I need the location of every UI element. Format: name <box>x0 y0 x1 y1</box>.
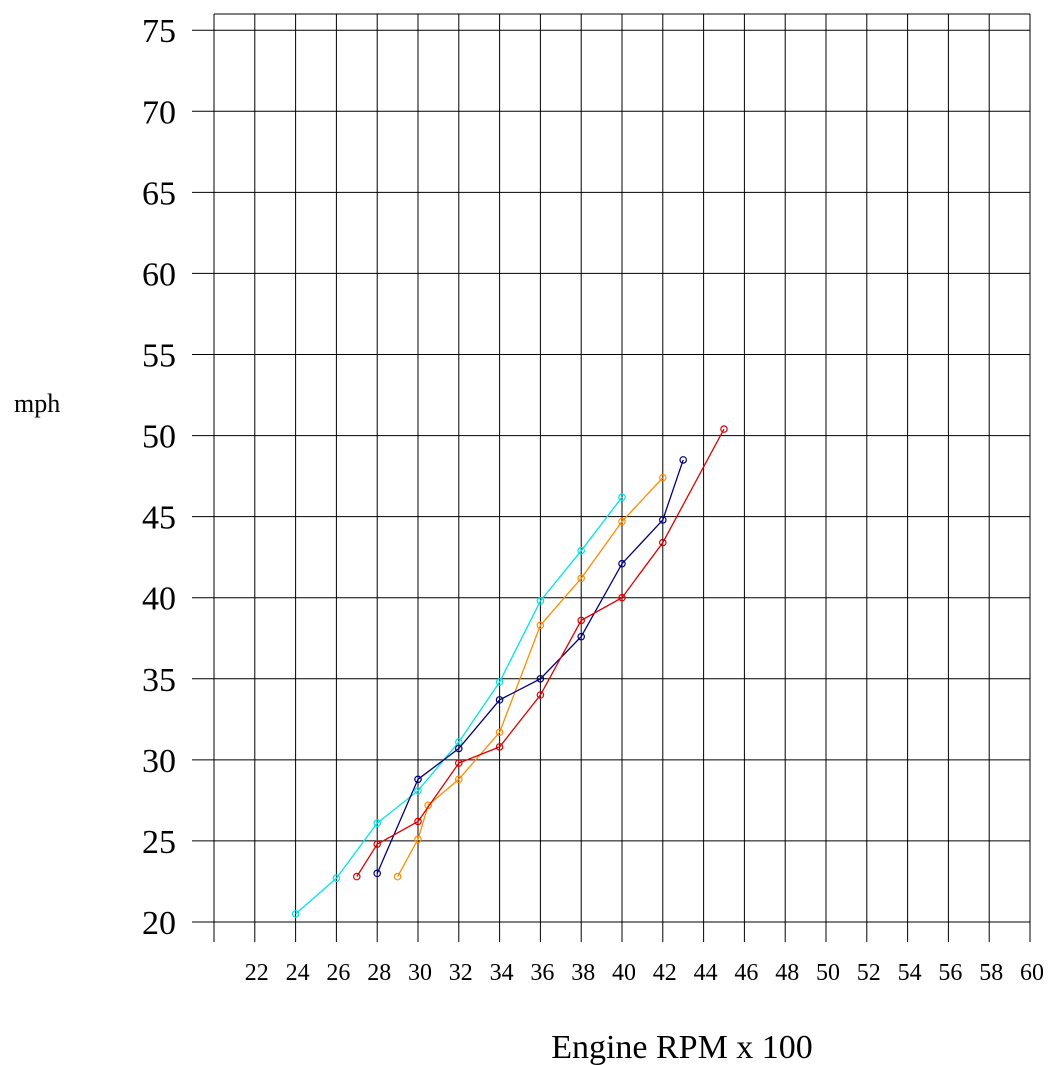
y-tick-label: 55 <box>142 338 176 375</box>
data-point <box>414 835 422 844</box>
x-tick-label: 46 <box>734 960 758 986</box>
data-point <box>414 775 422 784</box>
data-point <box>536 691 545 699</box>
y-tick-label: 50 <box>142 419 176 456</box>
series-4 <box>352 425 728 881</box>
x-tick-label: 22 <box>245 960 269 986</box>
x-tick-label: 38 <box>571 960 595 986</box>
data-point <box>618 559 626 568</box>
data-point <box>454 744 463 753</box>
grid <box>192 13 1031 942</box>
y-tick-label: 35 <box>142 662 176 699</box>
series-group <box>291 425 728 918</box>
data-point <box>658 538 667 547</box>
data-point <box>291 910 300 918</box>
x-tick-label: 54 <box>898 960 922 986</box>
data-point <box>577 546 586 555</box>
data-point <box>424 801 433 810</box>
x-axis: 22 24 26 28 30 32 34 36 38 40 42 44 46 48 50 52 54 56 58 60 <box>245 960 1044 986</box>
data-point <box>332 874 341 883</box>
y-tick-label: 75 <box>142 13 176 50</box>
data-point <box>414 817 422 826</box>
data-point <box>536 674 545 683</box>
series-line <box>295 496 623 915</box>
data-point <box>577 616 586 625</box>
data-point <box>618 493 626 501</box>
data-point <box>414 786 422 795</box>
data-point <box>495 728 504 737</box>
data-point <box>393 872 402 881</box>
x-tick-label: 60 <box>1020 960 1044 986</box>
data-point <box>454 775 463 784</box>
x-tick-label: 48 <box>775 960 799 986</box>
x-tick-label: 34 <box>490 960 514 986</box>
x-tick-label: 24 <box>286 960 310 986</box>
y-axis: 20 25 30 35 40 45 50 55 60 65 70 75 <box>142 13 176 942</box>
data-point <box>373 819 382 827</box>
data-point <box>658 516 667 524</box>
series-2 <box>393 473 667 881</box>
data-point <box>536 597 545 605</box>
x-tick-label: 36 <box>530 960 554 986</box>
series-3 <box>373 456 688 878</box>
series-1 <box>291 493 626 918</box>
x-tick-label: 50 <box>816 960 840 986</box>
data-point <box>536 621 545 630</box>
x-tick-label: 28 <box>367 960 391 986</box>
x-axis-label: Engine RPM x 100 <box>551 1029 813 1065</box>
data-point <box>658 473 667 482</box>
data-point <box>352 872 361 881</box>
x-tick-label: 52 <box>857 960 881 986</box>
y-tick-label: 60 <box>142 256 176 293</box>
y-tick-label: 45 <box>142 500 176 537</box>
x-tick-label: 26 <box>326 960 350 986</box>
data-point <box>495 743 504 751</box>
data-point <box>577 574 586 583</box>
x-tick-label: 44 <box>694 960 718 986</box>
data-point <box>618 517 626 526</box>
data-point <box>495 678 504 686</box>
data-point <box>495 696 504 704</box>
data-point <box>373 840 382 848</box>
series-line <box>376 459 684 874</box>
series-line <box>356 428 725 877</box>
series-line <box>397 477 664 877</box>
data-point <box>454 759 463 767</box>
data-point <box>577 632 586 641</box>
y-tick-label: 30 <box>142 743 176 780</box>
x-tick-label: 32 <box>449 960 473 986</box>
x-tick-label: 40 <box>612 960 636 986</box>
data-point <box>373 869 382 878</box>
y-tick-label: 65 <box>142 175 176 212</box>
x-tick-label: 58 <box>979 960 1003 986</box>
data-point <box>618 593 626 602</box>
y-tick-label: 25 <box>142 824 176 861</box>
data-point <box>679 456 688 464</box>
y-tick-label: 70 <box>142 94 176 131</box>
x-tick-label: 30 <box>408 960 432 986</box>
data-point <box>720 425 728 433</box>
x-tick-label: 42 <box>653 960 677 986</box>
y-tick-label: 20 <box>142 905 176 942</box>
y-tick-label: 40 <box>142 581 176 618</box>
x-tick-label: 56 <box>938 960 962 986</box>
y-axis-label: mph <box>14 389 60 418</box>
